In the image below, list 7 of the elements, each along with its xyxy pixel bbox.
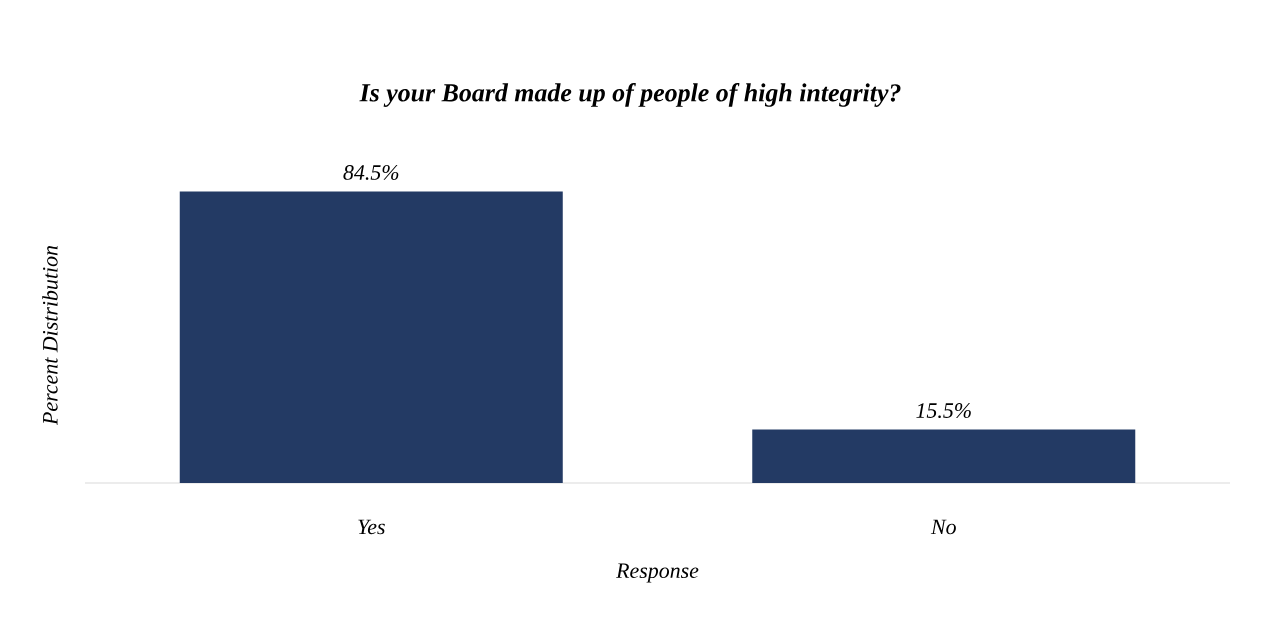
x-axis-title: Response: [615, 563, 699, 583]
data-label: 15.5%: [916, 403, 971, 419]
x-tick-label: Yes: [358, 519, 385, 535]
data-label: 84.5%: [343, 165, 399, 180]
chart-title: Is your Board made up of people of high integrity?: [359, 83, 901, 107]
y-axis-title: Percent Distribution: [42, 245, 58, 426]
x-tick-label: No: [930, 519, 956, 535]
